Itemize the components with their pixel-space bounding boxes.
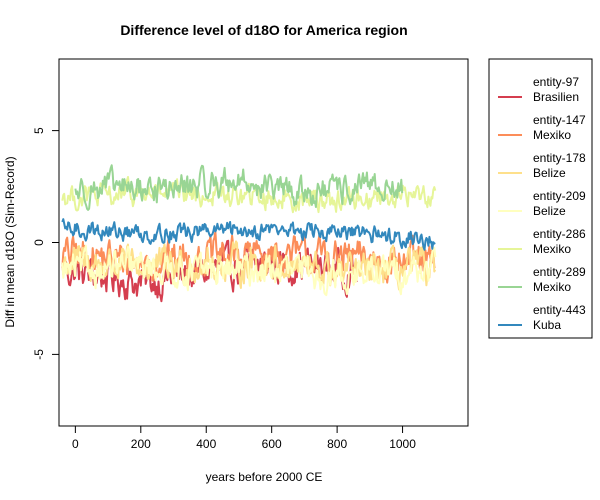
legend-entry-name: entity-147 — [533, 113, 586, 127]
series-line-entity-289 — [74, 164, 404, 211]
legend-entry-region: Mexiko — [533, 128, 571, 142]
x-tick-label: 1000 — [389, 437, 416, 451]
x-axis: 0 200 400 600 800 1000 — [72, 426, 416, 451]
legend-entry-region: Belize — [533, 166, 566, 180]
legend-entry-region: Mexiko — [533, 280, 571, 294]
series-line-entity-209 — [61, 244, 437, 297]
legend-entry-name: entity-97 — [533, 75, 579, 89]
y-axis: -5 0 5 — [32, 127, 59, 360]
y-tick-label: 0 — [32, 239, 46, 246]
legend-entry-name: entity-443 — [533, 303, 586, 317]
x-axis-label: years before 2000 CE — [206, 470, 323, 484]
legend-entry-region: Kuba — [533, 318, 561, 332]
legend-entry-region: Brasilien — [533, 90, 579, 104]
series-line-entity-286 — [61, 176, 437, 214]
y-axis-label: Diff in mean d18O (Sim-Record) — [3, 156, 17, 327]
legend-frame — [488, 58, 593, 339]
series-layer — [61, 164, 437, 303]
legend-entry-region: Mexiko — [533, 242, 571, 256]
legend-entry-name: entity-286 — [533, 227, 586, 241]
legend-entry-region: Belize — [533, 204, 566, 218]
legend-entry-name: entity-289 — [533, 265, 586, 279]
x-tick-label: 400 — [196, 437, 216, 451]
x-tick-label: 600 — [262, 437, 282, 451]
x-tick-label: 800 — [327, 437, 347, 451]
legend-entry-name: entity-178 — [533, 151, 586, 165]
x-tick-label: 200 — [131, 437, 151, 451]
legend-entry-name: entity-209 — [533, 189, 586, 203]
series-line-entity-443 — [61, 218, 436, 251]
legend: entity-97Brasilienentity-147Mexikoentity… — [488, 58, 593, 339]
x-tick-label: 0 — [72, 437, 79, 451]
plot-area — [58, 58, 469, 427]
y-tick-label: -5 — [32, 349, 46, 360]
y-tick-label: 5 — [32, 127, 46, 134]
chart-title: Difference level of d18O for America reg… — [120, 22, 407, 38]
